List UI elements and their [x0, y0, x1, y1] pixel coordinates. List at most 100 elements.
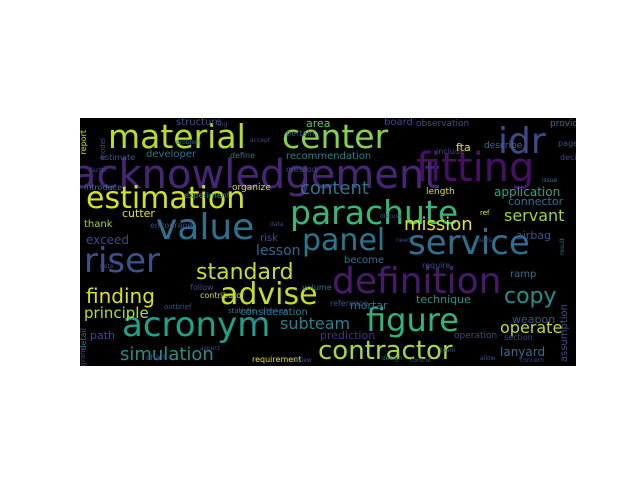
cloud-word: lesson: [256, 243, 301, 259]
cloud-word: describe: [484, 141, 523, 151]
cloud-word: technique: [416, 293, 471, 306]
cloud-word: control: [410, 357, 431, 364]
cloud-word: path: [90, 329, 116, 342]
cloud-word: team: [440, 347, 456, 354]
cloud-word: problem: [176, 139, 201, 146]
cloud-word: allow: [480, 355, 496, 362]
cloud-word: statistic: [228, 307, 256, 315]
cloud-word: design: [382, 355, 402, 362]
cloud-word: developer: [146, 149, 197, 160]
cloud-word: definition: [332, 261, 502, 302]
cloud-word: connector: [508, 195, 564, 208]
cloud-word: fitting: [416, 145, 535, 191]
cloud-word: note: [100, 263, 114, 270]
cloud-word: riser: [84, 241, 161, 281]
cloud-word: report: [80, 130, 88, 155]
cloud-word: advise: [220, 277, 318, 312]
cloud-word: panel: [302, 223, 386, 258]
cloud-word: data: [270, 221, 284, 228]
cloud-word: principle: [84, 304, 149, 322]
cloud-word: experiment: [184, 191, 230, 200]
cloud-word: accept: [250, 137, 271, 144]
cloud-word: observation: [416, 119, 470, 129]
cloud-word: include: [436, 147, 465, 156]
cloud-word: application: [494, 185, 561, 199]
cloud-word: encourage: [150, 221, 193, 230]
cloud-word: chart: [146, 353, 167, 362]
cloud-word: mission: [404, 214, 473, 235]
cloud-word: operation: [454, 331, 498, 341]
cloud-word: model: [99, 138, 107, 160]
cloud-word: subteam: [280, 314, 351, 333]
cloud-word: requirement: [252, 355, 302, 364]
cloud-word: follow: [190, 283, 214, 292]
cloud-word: ref: [480, 209, 490, 217]
cloud-word: servant: [504, 206, 565, 225]
cloud-word: area: [306, 118, 331, 130]
cloud-word: center: [282, 118, 389, 156]
cloud-word: program: [80, 348, 87, 366]
cloud-word: operate: [500, 318, 563, 337]
cloud-word: require: [422, 261, 451, 270]
cloud-word: contributor: [200, 291, 245, 300]
cloud-word: lanyard: [500, 345, 546, 359]
cloud-word: estimation: [86, 181, 246, 216]
cloud-word: estimate: [100, 153, 136, 162]
cloud-word: board: [384, 118, 413, 128]
cloud-word: loads: [476, 237, 492, 244]
cloud-word: result: [559, 238, 566, 255]
cloud-word: review: [292, 357, 312, 364]
cloud-word: mortar: [350, 299, 388, 312]
cloud-word: recommendation: [286, 151, 372, 162]
cloud-word: weapon: [512, 313, 556, 326]
cloud-word: copy: [504, 284, 557, 309]
cloud-word: discuss: [380, 213, 402, 220]
cloud-word: prediction: [320, 329, 376, 342]
cloud-word: volume: [302, 283, 332, 292]
cloud-word: change: [262, 307, 288, 315]
cloud-word: provide: [550, 119, 576, 129]
cloud-word: service: [408, 223, 530, 263]
cloud-word: content: [300, 178, 369, 199]
cloud-word: factor: [90, 167, 108, 174]
cloud-word: pertain: [286, 129, 315, 138]
cloud-word: become: [344, 255, 385, 266]
cloud-word: structure: [176, 118, 222, 128]
cloud-word: parachute: [290, 193, 459, 232]
cloud-word: simulation: [120, 344, 214, 365]
word-cloud: acknowledgement material center idr fitting e…: [80, 118, 576, 366]
cloud-word: assumption: [559, 304, 570, 363]
cloud-word: risk: [260, 233, 278, 244]
cloud-word: outbrief: [164, 303, 192, 311]
cloud-word: thank: [84, 219, 113, 230]
cloud-word: issue: [542, 177, 558, 184]
cloud-word: need: [396, 237, 411, 244]
cloud-word: reference: [330, 299, 369, 308]
cloud-word: standard: [196, 260, 294, 285]
cloud-word: length: [426, 187, 455, 197]
cloud-word: cutter: [122, 207, 155, 220]
cloud-word: acronym: [122, 305, 271, 345]
cloud-word: exceed: [86, 233, 130, 247]
cloud-word: fta: [456, 141, 471, 154]
cloud-word: decision: [560, 153, 576, 162]
cloud-word: method: [286, 165, 317, 174]
cloud-word: figure: [366, 301, 459, 339]
cloud-word: consideration: [240, 307, 308, 318]
cloud-word: acknowledgement: [80, 152, 440, 198]
cloud-word: organize: [232, 183, 271, 193]
cloud-word: material: [108, 118, 246, 156]
cloud-word: contractor: [318, 336, 453, 366]
cloud-word: section: [504, 333, 533, 342]
cloud-word: introduce: [84, 183, 122, 192]
cloud-word: test: [250, 317, 262, 324]
cloud-word: value: [156, 207, 255, 248]
cloud-word: finding: [86, 284, 155, 308]
cloud-word: ing: [218, 121, 228, 128]
cloud-word: page: [558, 139, 576, 148]
cloud-word: idr: [498, 121, 546, 162]
cloud-word: aspect: [200, 345, 220, 352]
cloud-word: concern: [520, 357, 544, 364]
cloud-word: ramp: [510, 269, 537, 280]
cloud-word: define: [230, 151, 256, 160]
